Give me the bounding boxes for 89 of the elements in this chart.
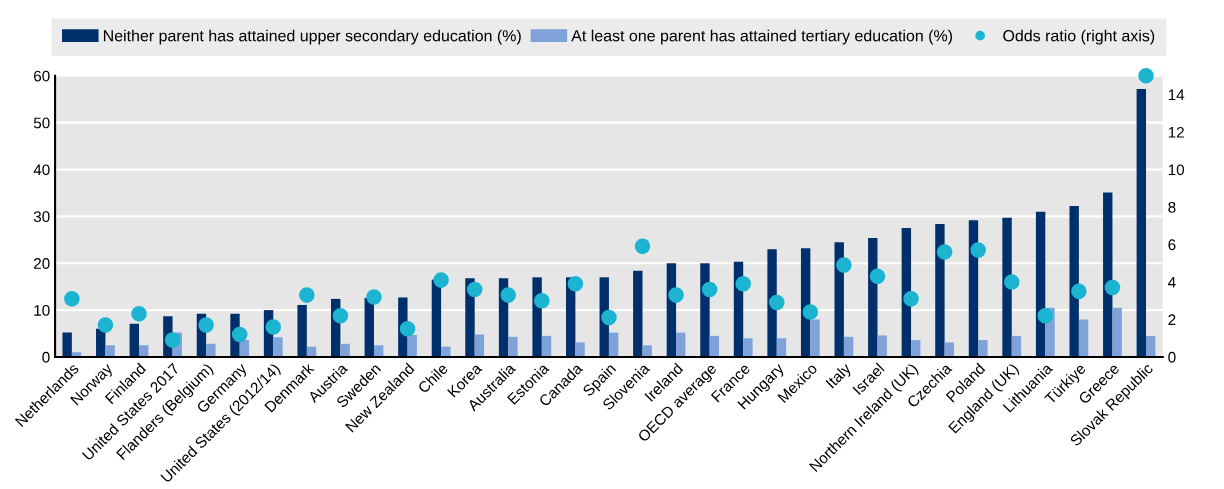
point [1104,279,1121,296]
bar [129,323,139,357]
bar [767,249,777,357]
bar [474,334,485,357]
point [164,332,181,348]
bar [1069,206,1079,357]
legend-label: At least one parent has attained tertiary education (%) [571,29,953,45]
point [1037,307,1054,324]
point [735,276,751,292]
y-tick-label: 50 [33,117,50,129]
bar [1078,319,1089,357]
bar [139,345,149,357]
bar [407,334,417,357]
point [668,287,684,303]
point [970,242,986,258]
point [198,317,214,333]
bar [843,336,854,357]
y2-tick-label: 4 [1168,277,1176,288]
point [836,257,852,273]
point [433,272,449,288]
bar [1136,88,1147,357]
point [802,304,819,320]
bar [508,336,518,357]
y-tick-label: 20 [34,258,50,269]
point [768,294,785,311]
y-tick-label: 60 [34,70,50,82]
legend-label: Neither parent has attained upper secondary education (%) [103,29,521,45]
point [534,292,550,309]
point [903,291,919,307]
bar [1011,335,1022,357]
bar [911,340,921,357]
y2-tick-label: 0 [1168,351,1176,363]
point [97,317,114,333]
point [366,289,382,305]
point [567,276,584,292]
point [869,268,886,285]
point [701,281,718,298]
bar [776,338,787,357]
bar [608,332,619,357]
bar [709,335,720,357]
y-tick-label: 30 [33,211,50,223]
bar [633,270,643,357]
legend-label: Odds ratio (right axis) [1003,29,1155,45]
bar [877,335,887,357]
bar [944,342,955,357]
point [634,238,651,255]
point [936,244,953,260]
bar [978,340,988,357]
point [1138,68,1154,84]
y2-tick-label: 14 [1168,89,1185,101]
bar [676,332,686,357]
bar [1112,307,1122,357]
bar [340,343,350,357]
bar [441,346,451,357]
bar [810,319,820,357]
point [500,287,517,303]
point [1071,283,1087,300]
point [64,291,80,307]
y2-tick-label: 8 [1168,201,1176,213]
point [466,281,483,298]
bar [105,345,115,357]
point [332,307,349,324]
y-tick-label: 40 [33,164,50,176]
y2-tick-label: 6 [1168,239,1176,251]
bar [297,304,307,357]
point [601,309,617,326]
y-tick-label: 0 [42,351,50,363]
point [231,326,248,343]
bar [743,338,753,357]
bar [62,332,72,357]
bar [935,223,945,357]
y-tick-label: 10 [34,304,50,316]
bar [206,343,216,357]
y2-tick-label: 12 [1168,126,1184,138]
point [131,306,147,322]
bar [373,345,384,357]
bar [575,342,585,357]
point [399,321,416,337]
bar [1146,335,1156,357]
bar [273,337,283,357]
bar [541,335,552,357]
bar [1002,217,1012,357]
bar [1103,192,1113,357]
point [299,287,315,303]
y2-tick-label: 10 [1168,164,1185,176]
point [265,319,282,335]
bar [642,345,652,357]
y2-tick-label: 2 [1168,314,1176,326]
point [1003,274,1020,290]
